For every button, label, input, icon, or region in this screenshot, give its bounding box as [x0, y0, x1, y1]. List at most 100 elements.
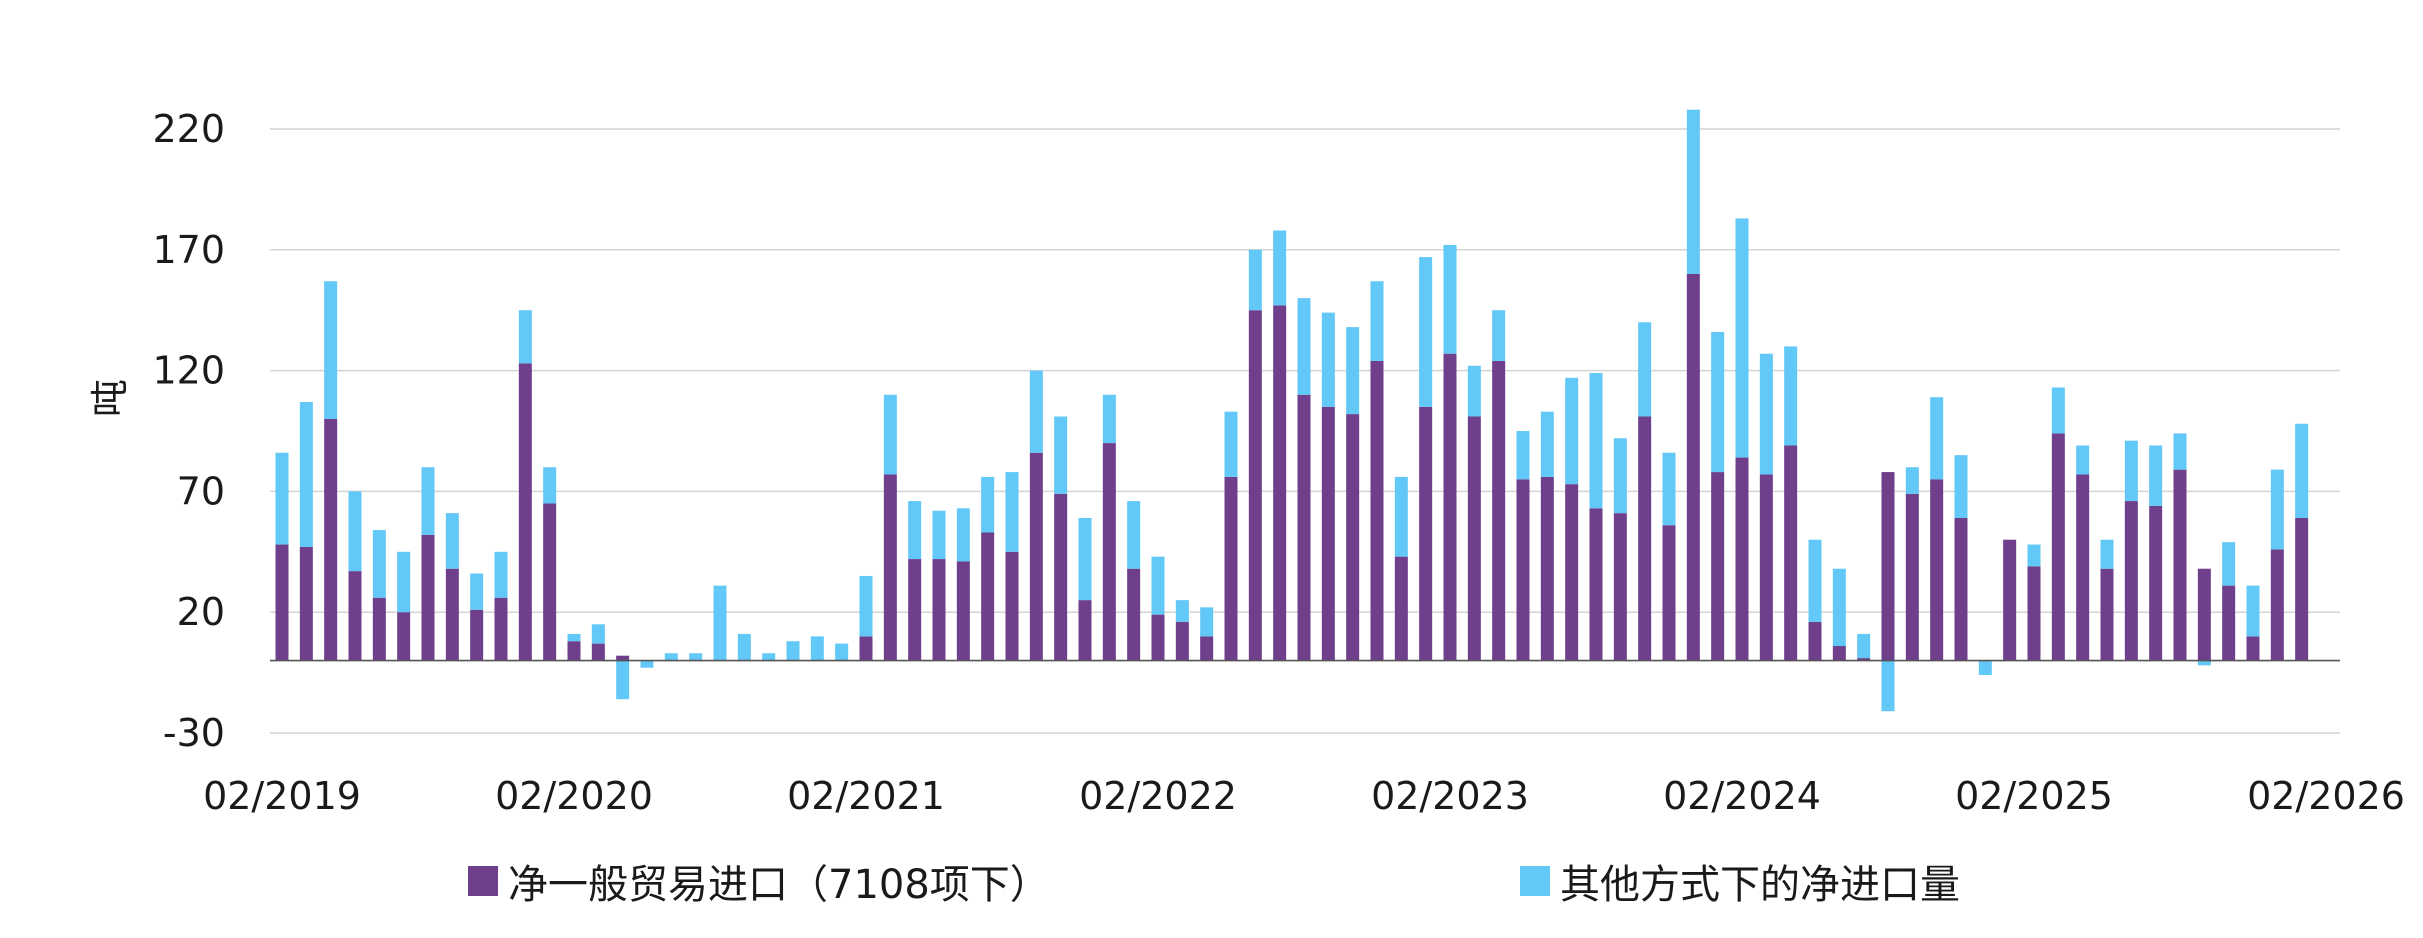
bar-series-1: [1078, 600, 1092, 661]
bar-series-1: [1102, 443, 1116, 661]
bar-series-2: [1905, 467, 1919, 494]
bar-series-2: [2197, 660, 2211, 666]
bar-series-2: [1175, 600, 1189, 622]
bar-series-2: [2173, 433, 2187, 470]
bar-series-2: [2051, 387, 2065, 434]
bar-series-1: [1054, 493, 1068, 661]
bar-series-2: [567, 633, 581, 642]
bar-series-2: [372, 530, 386, 598]
bar-series-1: [1443, 353, 1457, 661]
bar-series-1: [1905, 493, 1919, 661]
bar-series-1: [421, 534, 435, 661]
bar-series-1: [543, 503, 557, 661]
bar-series-2: [1248, 249, 1262, 311]
bar-series-1: [1613, 513, 1627, 661]
bar-series-1: [470, 609, 484, 661]
bar-series-2: [835, 643, 849, 661]
bar-series-2: [2100, 539, 2114, 569]
bar-series-2: [689, 653, 703, 661]
bar-series-1: [1151, 614, 1165, 661]
bar-series-1: [1662, 525, 1676, 661]
bar-series-2: [421, 467, 435, 535]
bar-series-1: [1248, 310, 1262, 661]
bar-series-1: [2051, 433, 2065, 661]
bar-series-2: [737, 633, 751, 661]
bar-series-1: [1200, 636, 1214, 661]
bar-series-1: [2197, 568, 2211, 661]
bar-series-2: [1005, 472, 1019, 552]
bar-series-1: [2100, 568, 2114, 661]
bar-series-1: [1759, 474, 1773, 661]
bar-series-1: [567, 641, 581, 661]
bar-series-2: [1297, 298, 1311, 395]
bar-series-2: [2222, 542, 2236, 586]
bar-series-1: [956, 561, 970, 661]
bar-series-2: [543, 467, 557, 504]
bar-series-2: [810, 636, 824, 661]
bar-series-2: [1565, 377, 1579, 485]
bar-series-1: [1735, 457, 1749, 661]
bar-series-1: [2124, 501, 2138, 661]
bar-series-2: [664, 653, 678, 661]
axis-layer: -30 20 70 120 170 220 02/2019 02/2020 02/2021 02/…: [152, 107, 2404, 818]
bar-series-1: [348, 571, 362, 661]
bar-series-1: [1881, 472, 1895, 661]
bar-series-1: [372, 597, 386, 661]
y-axis-label: 吨: [88, 379, 132, 417]
bar-series-2: [1857, 633, 1871, 659]
bar-series-2: [1954, 455, 1968, 518]
y-tick-label: -30: [163, 711, 225, 755]
x-tick-label: 02/2019: [203, 774, 361, 818]
bar-series-2: [1200, 607, 1214, 637]
bar-series-1: [591, 643, 605, 661]
bar-series-2: [1589, 373, 1603, 509]
bar-series-2: [1978, 660, 1992, 676]
bar-series-1: [2003, 539, 2017, 661]
bar-series-2: [397, 551, 411, 613]
bar-series-2: [1662, 452, 1676, 526]
bar-series-1: [2270, 549, 2284, 661]
bar-series-1: [324, 418, 338, 661]
bar-series-2: [1467, 365, 1481, 417]
bar-series-2: [1540, 411, 1554, 477]
bar-series-2: [2270, 469, 2284, 550]
x-tick-label: 02/2024: [1663, 774, 1821, 818]
bar-series-1: [1686, 273, 1700, 661]
bar-series-1: [1005, 551, 1019, 661]
bar-series-1: [1565, 484, 1579, 661]
bar-series-2: [956, 508, 970, 562]
bar-series-1: [1394, 556, 1408, 661]
bar-series-1: [397, 612, 411, 661]
bar-series-2: [762, 653, 776, 661]
bar-series-2: [2076, 445, 2090, 475]
bar-series-1: [1638, 416, 1652, 661]
bar-series-1: [1224, 476, 1238, 661]
bar-series-1: [445, 568, 459, 661]
bar-series-1: [1516, 479, 1530, 661]
bar-series-2: [299, 402, 313, 547]
bar-series-1: [1127, 568, 1141, 661]
bar-series-1: [1784, 445, 1798, 661]
bar-series-2: [1127, 501, 1141, 569]
bar-series-1: [1540, 476, 1554, 661]
bar-series-2: [1638, 322, 1652, 417]
bar-series-1: [518, 363, 532, 661]
y-tick-label: 120: [152, 349, 225, 393]
bar-series-1: [1175, 621, 1189, 661]
legend-item-series-1: 净一般贸易进口（7108项下）: [468, 852, 1050, 910]
bar-series-2: [1832, 568, 1846, 647]
bar-series-1: [981, 532, 995, 661]
bar-series-2: [2149, 445, 2163, 506]
bar-series-1: [494, 597, 508, 661]
bar-series-2: [1808, 539, 1822, 622]
bar-series-2: [616, 660, 630, 700]
bar-series-2: [932, 510, 946, 560]
bar-series-1: [2173, 469, 2187, 661]
bar-series-2: [1029, 370, 1043, 453]
bar-series-2: [786, 641, 800, 661]
bar-series-1: [908, 559, 922, 661]
bar-series-2: [275, 452, 289, 545]
bar-series-1: [2027, 566, 2041, 661]
